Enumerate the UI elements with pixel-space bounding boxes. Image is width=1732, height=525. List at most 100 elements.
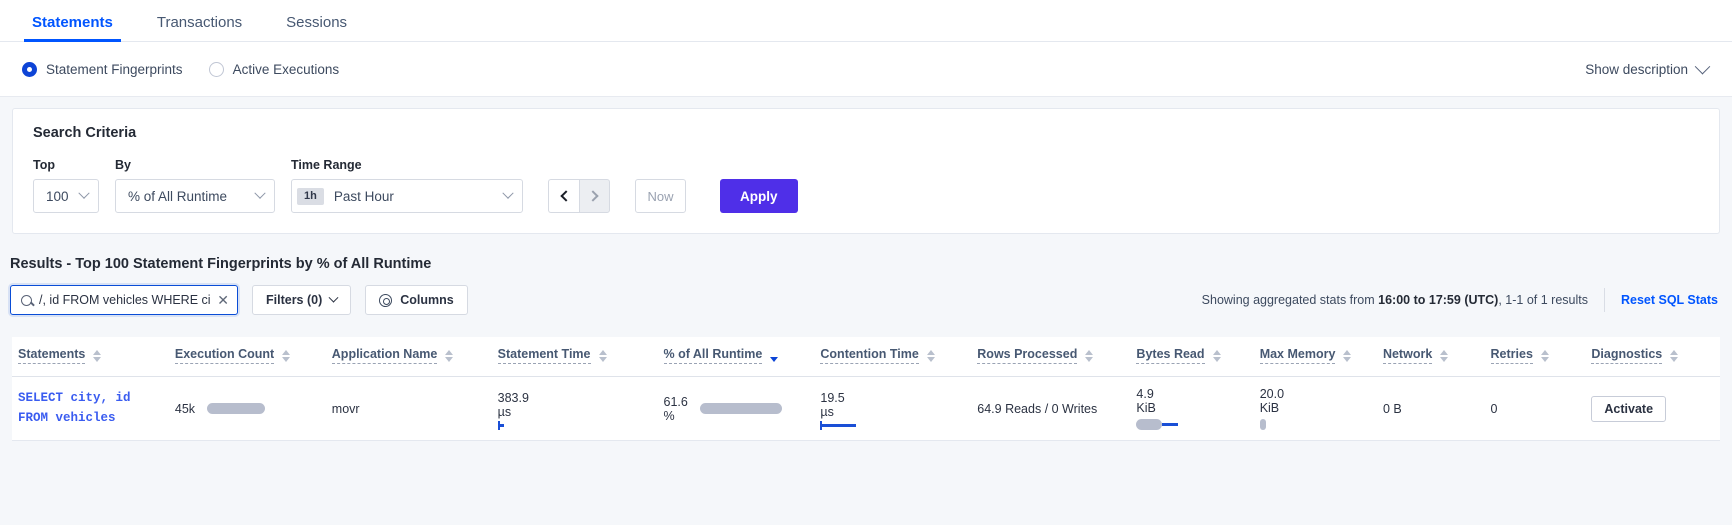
contention-time-value: 19.5: [820, 390, 845, 405]
col-label: Statements: [18, 347, 86, 364]
view-radio-group: Statement Fingerprints Active Executions: [22, 61, 340, 77]
cell-contention-time: 19.5 µs: [814, 376, 972, 441]
sort-icon[interactable]: [598, 349, 607, 362]
radio-active-executions-label: Active Executions: [232, 61, 340, 77]
tab-bar: Statements Transactions Sessions: [0, 0, 1732, 42]
tab-transactions[interactable]: Transactions: [156, 14, 243, 31]
show-description-label: Show description: [1585, 61, 1688, 77]
col-statements[interactable]: Statements: [12, 337, 169, 377]
col-application-name[interactable]: Application Name: [325, 337, 492, 377]
top-label: Top: [33, 158, 55, 172]
sort-icon-active[interactable]: [770, 350, 779, 362]
search-criteria-wrap: Search Criteria Top 100 By % of All Runt…: [0, 97, 1732, 234]
col-label: Contention Time: [820, 347, 919, 364]
sort-icon[interactable]: [93, 349, 102, 362]
reset-sql-stats-link[interactable]: Reset SQL Stats: [1620, 293, 1718, 307]
sort-icon[interactable]: [1212, 349, 1221, 362]
chevron-down-icon: [254, 187, 266, 199]
time-next-button[interactable]: [579, 179, 610, 213]
col-label: Rows Processed: [977, 347, 1078, 364]
results-table-wrap: Statements Execution Count Application N…: [0, 315, 1732, 441]
statement-line-2: FROM vehicles: [18, 410, 116, 425]
sort-icon[interactable]: [1343, 349, 1352, 362]
col-contention-time[interactable]: Contention Time: [814, 337, 972, 377]
search-input[interactable]: /, id FROM vehicles WHERE city = $1 ✕: [10, 285, 238, 315]
time-range-select[interactable]: 1h Past Hour: [291, 179, 523, 213]
col-label: Retries: [1490, 347, 1533, 364]
cell-max-memory: 20.0 KiB: [1253, 376, 1377, 441]
max-memory-value: 20.0: [1259, 387, 1285, 401]
col-execution-count[interactable]: Execution Count: [168, 337, 326, 377]
tab-statements[interactable]: Statements: [10, 15, 135, 42]
cell-bytes-read: 4.9 KiB: [1130, 376, 1254, 441]
statement-time-bar: [497, 420, 652, 430]
search-input-value: /, id FROM vehicles WHERE city = $1: [39, 293, 210, 307]
results-controls: /, id FROM vehicles WHERE city = $1 ✕ Fi…: [0, 272, 1732, 315]
chevron-down-icon: [502, 187, 514, 199]
contention-time-bar: [820, 420, 965, 430]
col-diagnostics[interactable]: Diagnostics: [1585, 337, 1720, 377]
columns-button[interactable]: Columns: [365, 285, 468, 315]
col-label: Application Name: [331, 347, 438, 364]
by-select[interactable]: % of All Runtime: [115, 179, 275, 213]
view-toggle-row: Statement Fingerprints Active Executions…: [0, 42, 1732, 97]
col-statement-time[interactable]: Statement Time: [491, 337, 658, 377]
sort-icon[interactable]: [282, 349, 291, 362]
now-button[interactable]: Now: [635, 179, 686, 213]
filters-button[interactable]: Filters (0): [252, 285, 352, 315]
chevron-down-icon: [78, 187, 90, 199]
col-label: Diagnostics: [1591, 347, 1663, 364]
table-body: SELECT city, id FROM vehicles 45k movr 3…: [12, 376, 1720, 441]
col-bytes-read[interactable]: Bytes Read: [1130, 337, 1254, 377]
filters-label: Filters (0): [266, 293, 323, 307]
summary-divider: [1603, 288, 1605, 312]
radio-selected-icon: [22, 61, 37, 77]
results-title: Results - Top 100 Statement Fingerprints…: [10, 256, 432, 272]
sort-icon[interactable]: [445, 349, 454, 362]
bytes-read-value: 4.9: [1136, 387, 1154, 401]
apply-button[interactable]: Apply: [720, 179, 798, 213]
col-max-memory[interactable]: Max Memory: [1253, 337, 1377, 377]
col-network[interactable]: Network: [1376, 337, 1485, 377]
col-label: Network: [1382, 347, 1433, 364]
showing-stats-text: Showing aggregated stats from 16:00 to 1…: [1201, 293, 1588, 307]
contention-time-unit: µs: [820, 404, 834, 419]
sort-icon[interactable]: [1085, 349, 1094, 362]
bytes-read-unit: KiB: [1136, 401, 1156, 415]
sort-icon[interactable]: [926, 349, 935, 362]
sort-icon[interactable]: [1540, 349, 1549, 362]
statement-time-value: 383.9: [497, 390, 529, 405]
pct-runtime-value: 61.6: [663, 394, 688, 409]
col-label: % of All Runtime: [663, 347, 763, 364]
tab-sessions[interactable]: Sessions: [286, 14, 348, 31]
col-label: Bytes Read: [1136, 347, 1205, 364]
statement-line-1: SELECT city, id: [18, 391, 131, 406]
radio-unselected-icon: [208, 61, 224, 77]
activate-button[interactable]: Activate: [1591, 395, 1667, 422]
time-range-label: Time Range: [291, 158, 362, 172]
show-description-toggle[interactable]: Show description: [1585, 58, 1711, 77]
table-header-row: Statements Execution Count Application N…: [12, 337, 1720, 377]
col-rows-processed[interactable]: Rows Processed: [971, 337, 1131, 377]
time-range-value: Past Hour: [333, 188, 394, 204]
radio-statement-fingerprints[interactable]: Statement Fingerprints: [22, 61, 183, 77]
col-retries[interactable]: Retries: [1484, 337, 1586, 377]
col-pct-all-runtime[interactable]: % of All Runtime: [657, 337, 815, 377]
chevron-down-icon: [328, 292, 339, 303]
col-label: Statement Time: [497, 347, 591, 364]
statements-table: Statements Execution Count Application N…: [12, 337, 1720, 441]
search-criteria-fields: Top 100 By % of All Runtime Time Range 1…: [33, 158, 1699, 213]
close-icon[interactable]: ✕: [217, 292, 229, 308]
cell-execution-count: 45k: [168, 376, 326, 441]
time-prev-button[interactable]: [548, 179, 579, 213]
statement-link[interactable]: SELECT city, id FROM vehicles: [18, 389, 163, 428]
sort-icon[interactable]: [1670, 349, 1679, 362]
chevron-right-icon: [587, 190, 599, 202]
top-select[interactable]: 100: [33, 179, 99, 213]
max-memory-unit: KiB: [1259, 401, 1280, 415]
table-header: Statements Execution Count Application N…: [12, 337, 1720, 377]
bytes-read-bar: [1136, 419, 1179, 430]
time-nav-group: [548, 179, 610, 213]
radio-active-executions[interactable]: Active Executions: [208, 61, 340, 77]
sort-icon[interactable]: [1440, 349, 1449, 362]
